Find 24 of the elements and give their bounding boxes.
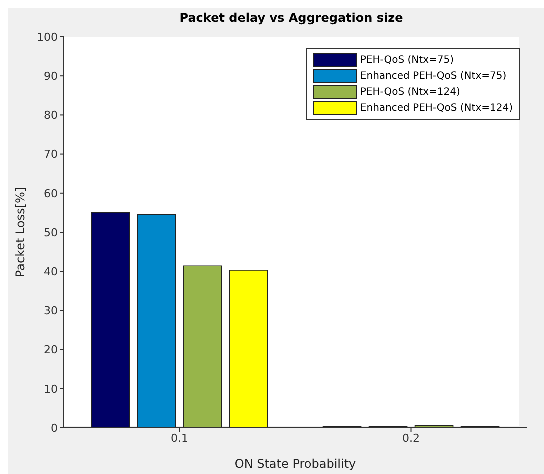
y-tick-label: 0 (51, 422, 58, 435)
bar (183, 266, 222, 428)
y-tick-label: 40 (44, 266, 58, 279)
y-tick-label: 30 (44, 304, 58, 318)
x-tick-label: 0.2 (402, 432, 420, 445)
x-tick-label: 0.1 (171, 432, 188, 445)
bar (229, 270, 268, 428)
y-tick-label: 50 (44, 226, 58, 240)
y-axis-title: Packet Loss[%] (13, 187, 28, 278)
legend-label: PEH-QoS (Ntx=75) (360, 54, 454, 66)
legend-label: Enhanced PEH-QoS (Ntx=124) (360, 102, 513, 114)
y-tick-label: 20 (44, 344, 58, 357)
y-tick-label: 10 (44, 382, 58, 396)
legend-label: PEH-QoS (Ntx=124) (360, 86, 460, 98)
y-tick-label: 70 (44, 148, 58, 162)
y-tick-label: 80 (44, 109, 58, 122)
x-axis-title: ON State Probability (234, 457, 356, 471)
bar (91, 212, 130, 428)
y-tick-label: 60 (44, 187, 58, 200)
y-tick-label: 100 (37, 30, 58, 44)
y-tick-label: 90 (44, 70, 58, 84)
chart-title: Packet delay vs Aggregation size (178, 11, 404, 25)
bar (137, 214, 176, 428)
legend-label: Enhanced PEH-QoS (Ntx=75) (360, 70, 507, 82)
